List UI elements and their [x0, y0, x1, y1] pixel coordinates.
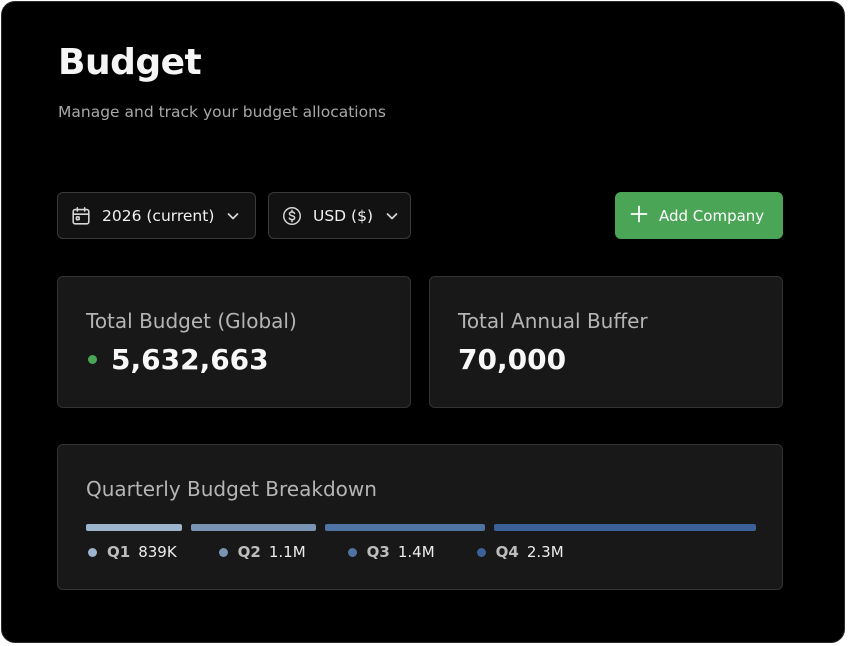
legend-quarter-label: Q2 — [237, 543, 261, 561]
bar-segment-q3 — [325, 524, 485, 531]
legend-dot — [88, 547, 97, 557]
legend-quarter-value: 839K — [138, 543, 177, 561]
currency-select[interactable]: USD ($) — [268, 192, 411, 239]
add-company-label: Add Company — [659, 206, 765, 225]
currency-select-value: USD ($) — [313, 206, 374, 225]
add-company-button[interactable]: Add Company — [615, 192, 783, 239]
total-budget-label: Total Budget (Global) — [86, 309, 297, 333]
quarterly-stacked-bar — [86, 524, 756, 531]
legend-quarter-value: 1.1M — [268, 543, 306, 561]
chevron-down-icon — [385, 209, 399, 223]
bar-segment-q4 — [493, 524, 756, 531]
dollar-circle-icon — [281, 205, 303, 227]
legend-quarter-label: Q3 — [366, 543, 390, 561]
legend-quarter-label: Q1 — [107, 543, 131, 561]
legend-dot — [476, 547, 486, 557]
legend-quarter-value: 2.3M — [526, 543, 564, 561]
total-budget-value-row: 5,632,663 — [86, 343, 269, 376]
legend-item-q4: Q4 2.3M — [476, 543, 564, 561]
legend-dot — [347, 547, 357, 557]
quarterly-legend: Q1 839K Q2 1.1M Q3 1.4M Q4 2.3M — [88, 543, 606, 561]
legend-quarter-label: Q4 — [495, 543, 519, 561]
calendar-icon — [70, 205, 92, 227]
total-budget-value: 5,632,663 — [111, 343, 269, 376]
quarterly-breakdown-card: Quarterly Budget Breakdown Q1 839K Q2 1.1M Q… — [57, 444, 783, 590]
legend-quarter-value: 1.4M — [397, 543, 435, 561]
year-select-value: 2026 (current) — [102, 206, 215, 225]
page-subtitle: Manage and track your budget allocations — [58, 103, 386, 121]
legend-dot — [218, 547, 228, 557]
year-select[interactable]: 2026 (current) — [57, 192, 256, 239]
annual-buffer-card: Total Annual Buffer 70,000 — [429, 276, 783, 408]
bar-segment-q1 — [86, 524, 182, 531]
annual-buffer-label: Total Annual Buffer — [458, 309, 648, 333]
chevron-down-icon — [226, 209, 240, 223]
annual-buffer-value: 70,000 — [458, 343, 567, 376]
quarterly-breakdown-title: Quarterly Budget Breakdown — [86, 477, 377, 501]
status-dot — [88, 355, 97, 364]
bar-segment-q2 — [190, 524, 317, 531]
page-title: Budget — [58, 42, 202, 83]
legend-item-q1: Q1 839K — [88, 543, 177, 561]
plus-icon — [629, 204, 649, 228]
legend-item-q2: Q2 1.1M — [218, 543, 306, 561]
total-budget-card: Total Budget (Global) 5,632,663 — [57, 276, 411, 408]
legend-item-q3: Q3 1.4M — [347, 543, 435, 561]
